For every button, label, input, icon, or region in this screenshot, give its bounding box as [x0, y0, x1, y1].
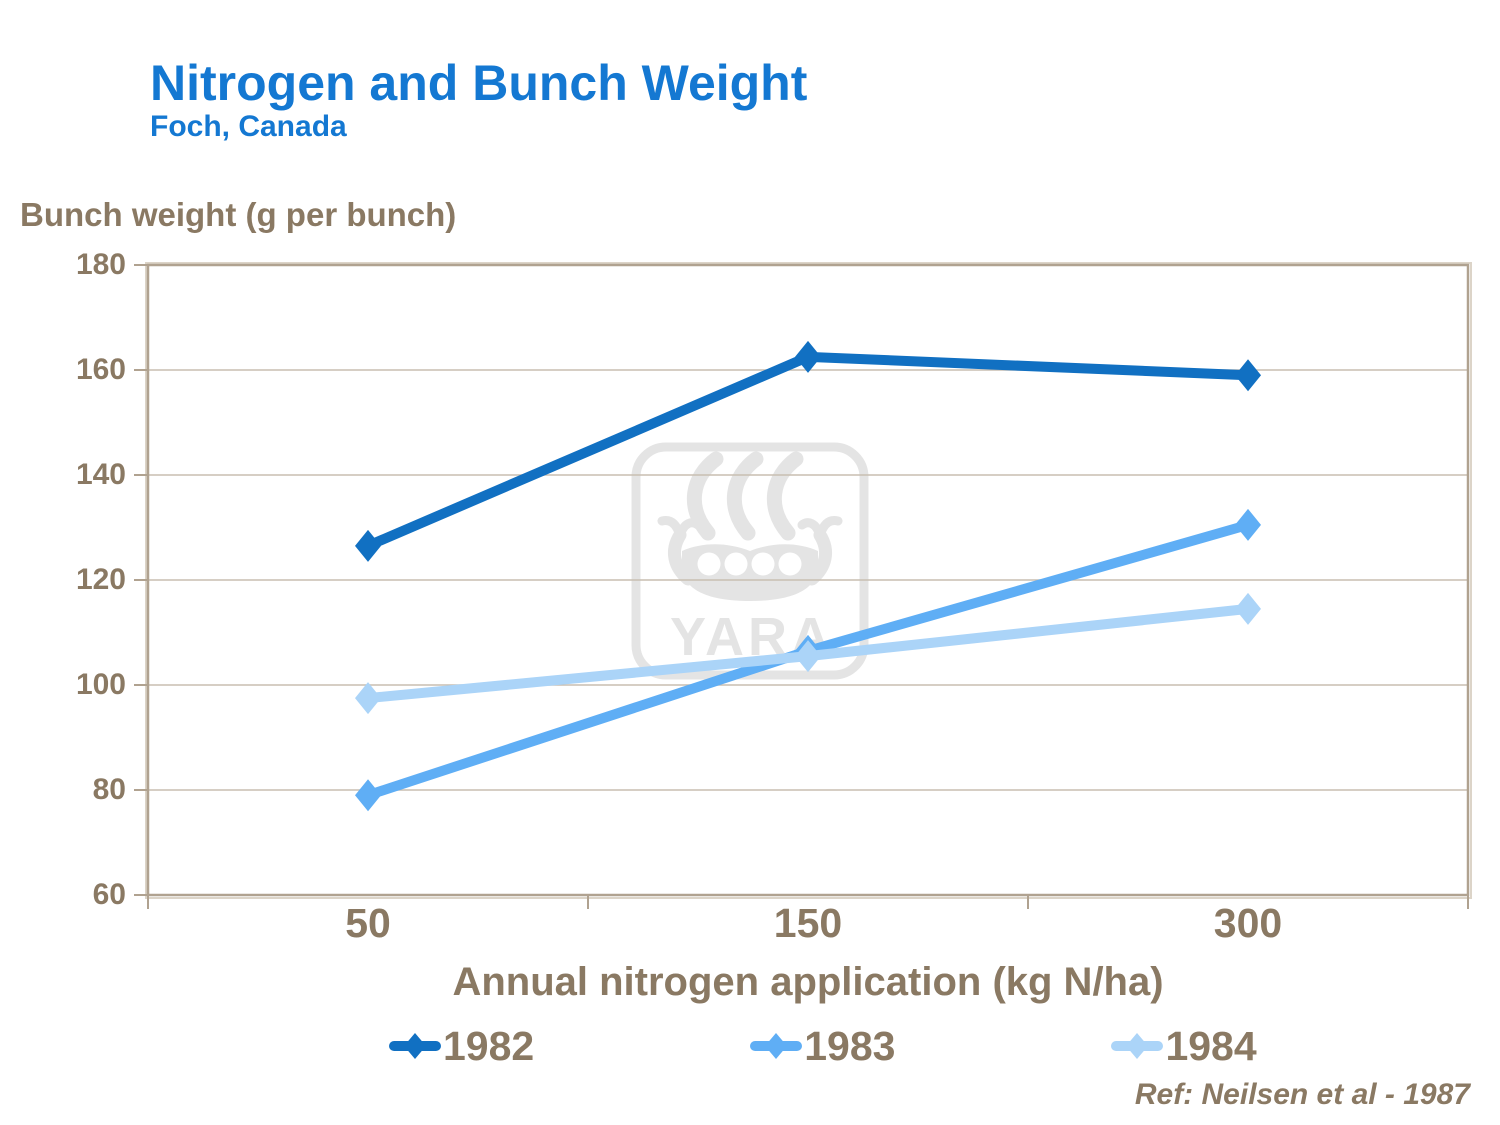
data-point-1982-50	[355, 529, 381, 562]
data-point-1984-50	[355, 682, 381, 715]
y-axis-unit-label: Bunch weight (g per bunch)	[20, 196, 457, 233]
y-tick-label-100: 100	[75, 668, 126, 701]
legend-marker-1982	[389, 1033, 441, 1059]
legend-item-1982: 1982	[389, 1024, 534, 1068]
legend-label-1983: 1983	[804, 1023, 896, 1069]
watermark-ship-hull	[657, 516, 843, 601]
x-tick-label-50: 50	[345, 900, 391, 946]
data-point-1983-300	[1235, 508, 1261, 541]
legend-marker-1984	[1111, 1033, 1164, 1059]
chart-legend: 1982 1983 1984	[389, 1024, 1257, 1068]
y-tick-label-120: 120	[75, 563, 126, 596]
chart-title: Nitrogen and Bunch Weight	[150, 55, 808, 111]
data-point-1983-50	[355, 779, 381, 812]
gridlines	[148, 369, 1468, 791]
data-point-1982-300	[1235, 359, 1261, 392]
legend-label-1982: 1982	[443, 1023, 535, 1069]
x-axis-title: Annual nitrogen application (kg N/ha)	[452, 960, 1164, 1004]
legend-item-1984: 1984	[1111, 1023, 1257, 1069]
reference-text: Ref: Neilsen et al - 1987	[1134, 1078, 1470, 1111]
axis-ticks	[134, 264, 1469, 909]
legend-label-1984: 1984	[1165, 1023, 1257, 1069]
legend-marker-1983	[750, 1033, 803, 1059]
y-tick-label-180: 180	[75, 248, 126, 281]
watermark-sails	[686, 451, 804, 541]
data-point-1984-300	[1235, 592, 1261, 625]
data-point-1982-150	[795, 340, 821, 373]
legend-item-1983: 1983	[750, 1024, 895, 1068]
chart-subtitle: Foch, Canada	[150, 110, 347, 143]
data-series	[355, 340, 1261, 812]
x-tick-label-300: 300	[1213, 900, 1283, 946]
y-tick-label-60: 60	[92, 878, 126, 911]
y-tick-label-80: 80	[92, 773, 126, 806]
y-tick-label-140: 140	[75, 458, 126, 491]
y-tick-label-160: 160	[75, 353, 126, 386]
watermark-shields	[697, 552, 802, 576]
x-tick-label-150: 150	[773, 900, 843, 946]
data-point-1984-150	[795, 640, 821, 673]
